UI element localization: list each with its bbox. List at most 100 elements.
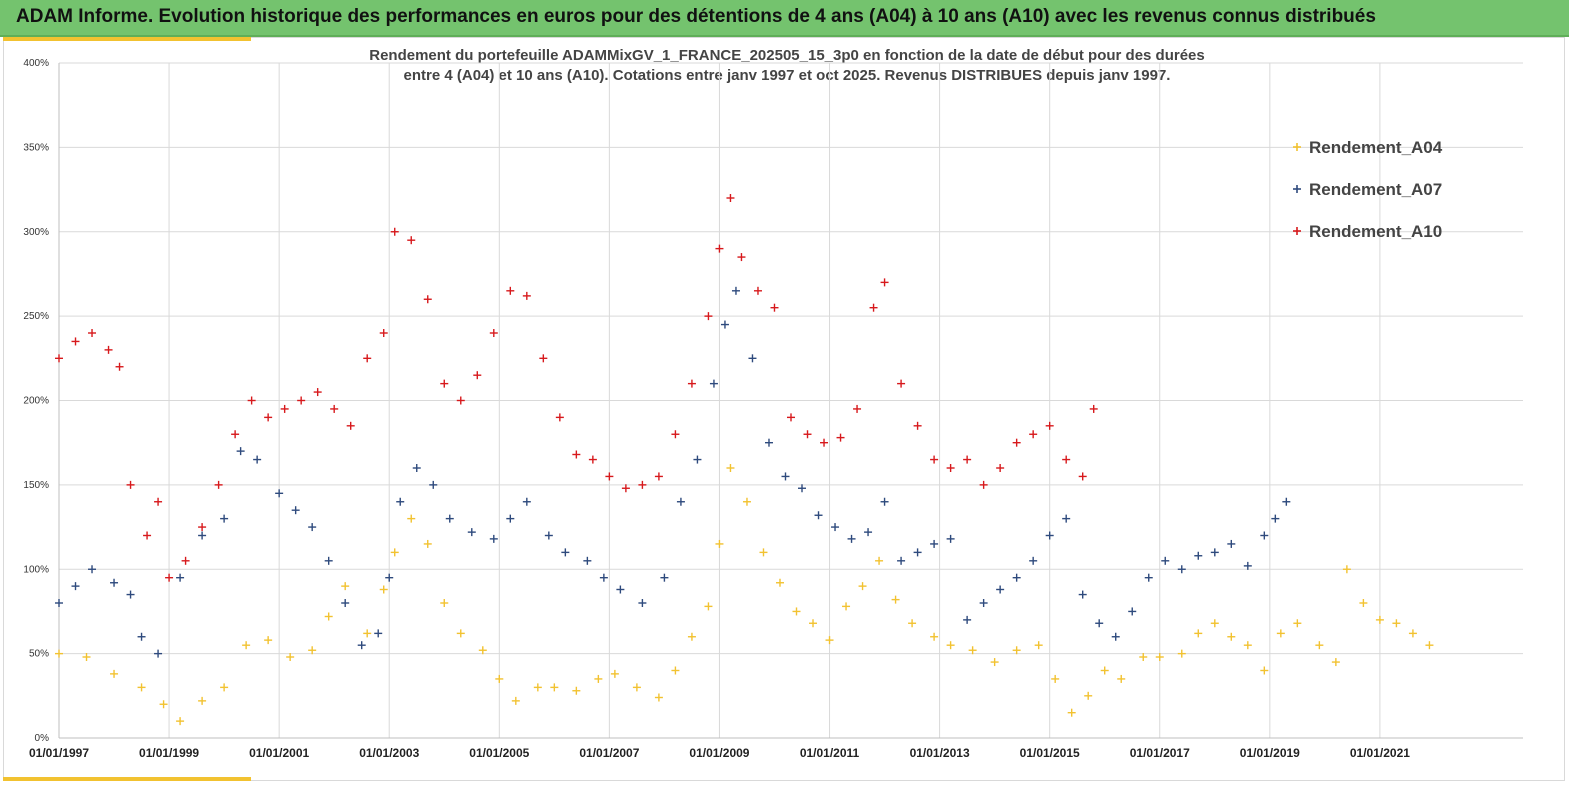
rendement-a04-point <box>159 700 168 709</box>
rendement-a10-point <box>572 450 581 459</box>
x-tick-label: 01/01/2007 <box>579 746 639 760</box>
rendement-a10-point <box>770 303 779 312</box>
rendement-a04-point <box>423 539 432 548</box>
rendement-a10-point <box>621 484 630 493</box>
rendement-a04-point <box>1210 619 1219 628</box>
rendement-a07-point <box>71 582 80 591</box>
rendement-a07-point <box>1128 607 1137 616</box>
rendement-a07-point <box>324 556 333 565</box>
rendement-a07-point <box>445 514 454 523</box>
rendement-a07-point <box>1210 548 1219 557</box>
rendement-a07-point <box>847 534 856 543</box>
rendement-a07-point <box>88 565 97 574</box>
rendement-a10-point <box>440 379 449 388</box>
rendement-a07-point <box>1271 514 1280 523</box>
rendement-a07-point <box>396 497 405 506</box>
y-tick-label: 300% <box>23 227 49 238</box>
rendement-a04-point <box>946 641 955 650</box>
rendement-a07-point <box>748 354 757 363</box>
chart-title: Rendement du portefeuille ADAMMixGV_1_FR… <box>262 46 1312 86</box>
rendement-a10-point <box>588 455 597 464</box>
rendement-a07-point <box>897 556 906 565</box>
rendement-a10-point <box>88 329 97 337</box>
rendement-a04-point <box>742 497 751 506</box>
rendement-a07-point <box>1012 573 1021 582</box>
y-tick-label: 50% <box>29 649 49 660</box>
rendement-a04-point <box>704 602 713 611</box>
rendement-a07-point <box>385 573 394 582</box>
rendement-a04-point <box>825 636 834 645</box>
rendement-a04-point <box>1315 641 1324 650</box>
rendement-a10-point <box>836 433 845 442</box>
rendement-a07-point <box>308 523 317 532</box>
rendement-a07-point <box>110 578 119 587</box>
x-tick-label: 01/01/2019 <box>1240 746 1300 760</box>
rendement-a04-point <box>478 646 487 655</box>
rendement-a07-point <box>1161 556 1170 565</box>
rendement-a10-point <box>869 303 878 312</box>
rendement-a04-point <box>198 696 207 705</box>
rendement-a04-point <box>632 683 641 692</box>
rendement-a10-point <box>913 421 922 430</box>
rendement-a07-point <box>1095 619 1104 628</box>
rendement-a10-point <box>897 379 906 388</box>
rendement-a10-point <box>522 291 531 300</box>
y-tick-label: 100% <box>23 564 49 575</box>
rendement-a04-point <box>1425 641 1434 650</box>
rendement-a07-point <box>1111 632 1120 641</box>
rendement-a10-point <box>715 244 724 253</box>
rendement-a10-point <box>363 354 372 363</box>
rendement-a10-point <box>247 396 256 405</box>
rendement-a10-point <box>181 556 190 565</box>
rendement-a10-point <box>787 413 795 422</box>
rendement-a07-point <box>709 379 718 388</box>
legend-marker <box>1293 185 1301 193</box>
rendement-a04-point <box>875 556 884 565</box>
rendement-a04-point <box>137 683 146 692</box>
rendement-a10-point <box>555 413 564 422</box>
rendement-a10-point <box>996 464 1005 472</box>
banner-title: ADAM Informe. Evolution historique des p… <box>16 6 1376 27</box>
x-tick-label: 01/01/2017 <box>1130 746 1190 760</box>
rendement-a10-point <box>803 430 812 439</box>
rendement-a04-point <box>495 674 504 683</box>
rendement-a07-point <box>583 556 592 565</box>
rendement-a04-point <box>264 636 273 645</box>
rendement-a10-point <box>853 404 862 413</box>
rendement-a04-point <box>407 514 416 523</box>
rendement-a07-point <box>1062 514 1071 523</box>
rendement-a04-point <box>1012 646 1021 655</box>
rendement-a10-point <box>654 472 663 481</box>
rendement-a10-point <box>726 194 735 202</box>
rendement-a04-point <box>1155 653 1164 661</box>
x-tick-label: 01/01/2015 <box>1020 746 1080 760</box>
y-tick-label: 150% <box>23 480 49 491</box>
legend-label: Rendement_A04 <box>1309 138 1443 157</box>
rendement-a10-point <box>198 523 207 532</box>
rendement-a07-point <box>693 455 702 464</box>
rendement-a10-point <box>231 430 240 439</box>
rendement-a07-point <box>616 585 625 594</box>
rendement-a04-point <box>1084 691 1093 700</box>
rendement-a07-point <box>880 497 889 506</box>
rendement-a04-point <box>1194 629 1203 638</box>
x-tick-label: 01/01/2009 <box>689 746 749 760</box>
rendement-a04-point <box>990 658 999 667</box>
rendement-a07-point <box>198 531 207 540</box>
rendement-a10-point <box>1012 438 1021 447</box>
rendement-a04-point <box>572 686 581 695</box>
rendement-a07-point <box>814 511 823 520</box>
x-tick-label: 01/01/2011 <box>800 746 860 760</box>
rendement-a07-point <box>1243 561 1252 570</box>
rendement-a07-point <box>522 497 531 506</box>
rendement-a04-point <box>550 683 559 692</box>
rendement-a04-point <box>809 619 818 628</box>
rendement-a07-point <box>137 632 146 641</box>
chart-title-line1: Rendement du portefeuille ADAMMixGV_1_FR… <box>369 47 1205 64</box>
rendement-a04-point <box>82 653 91 661</box>
rendement-a07-point <box>946 534 955 543</box>
rendement-a04-point <box>1342 565 1351 574</box>
rendement-a04-point <box>1293 619 1302 628</box>
rendement-a04-point <box>1100 666 1109 675</box>
rendement-a04-point <box>390 548 399 557</box>
